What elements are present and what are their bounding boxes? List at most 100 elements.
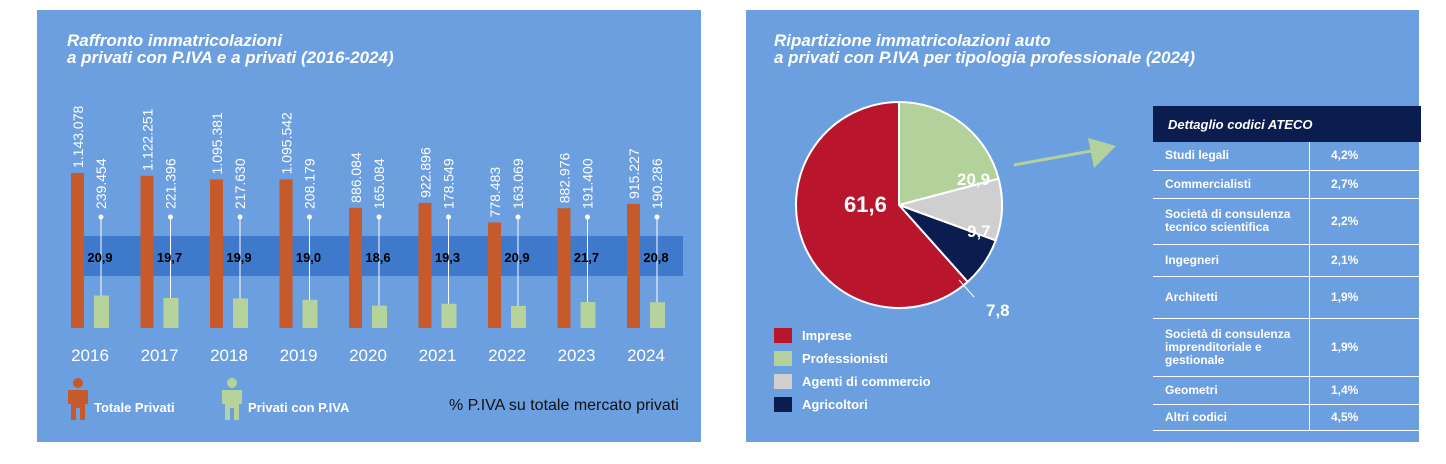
bar-privati-piva xyxy=(441,303,457,328)
bar-chart: 1.143.078 239.454 20,9 2016 1.122.251 221.396… xyxy=(68,106,683,420)
label-totale-privati: 778.483 xyxy=(487,167,503,218)
label-totale-privati: 882.976 xyxy=(557,152,573,203)
label-privati-piva: 191.400 xyxy=(580,158,596,209)
label-privati-piva: 178.549 xyxy=(441,158,457,209)
table-row: Altri codici 4,5% xyxy=(1153,404,1421,431)
percentage-band xyxy=(81,236,683,276)
legend-swatch xyxy=(774,374,792,389)
percentage-note: % P.IVA su totale mercato privati xyxy=(449,397,679,414)
bar-totale-privati xyxy=(488,222,501,328)
ateco-name: Commercialisti xyxy=(1153,170,1310,199)
legend-label: Agenti di commercio xyxy=(802,374,931,389)
label-totale-privati: 1.122.251 xyxy=(140,108,156,170)
legend-swatch xyxy=(774,328,792,343)
ateco-name: Società di consulenza tecnico scientific… xyxy=(1153,198,1310,245)
label-privati-piva: 165.084 xyxy=(371,158,387,209)
connector-dot xyxy=(98,214,104,220)
pie-chart: 61,6 20,9 9,7 7,8 xyxy=(795,100,1116,320)
pie-legend-item: Agricoltori xyxy=(774,393,931,416)
ateco-value: 2,1% xyxy=(1309,244,1421,277)
ateco-table: Dettaglio codici ATECO Studi legali 4,2% C… xyxy=(1153,106,1421,431)
bar-privati-piva xyxy=(372,305,387,328)
connector-dot xyxy=(446,214,451,220)
legend-label: Agricoltori xyxy=(802,397,868,412)
label-totale-privati: 915.227 xyxy=(626,148,642,199)
ateco-name: Studi legali xyxy=(1153,142,1310,171)
connector-dot xyxy=(237,214,243,220)
table-row: Architetti 1,9% xyxy=(1153,276,1421,319)
ateco-value: 1,9% xyxy=(1309,318,1421,377)
connector-dot xyxy=(168,214,173,220)
ateco-value: 4,2% xyxy=(1309,142,1421,171)
ateco-name: Altri codici xyxy=(1153,404,1310,431)
ateco-table-header: Dettaglio codici ATECO xyxy=(1153,106,1421,142)
legend-swatch xyxy=(774,397,792,412)
x-tick-label: 2024 xyxy=(627,346,665,365)
connector-dot xyxy=(307,214,312,220)
legend-privati-piva: Privati con P.IVA xyxy=(248,400,350,415)
label-percentage: 18,6 xyxy=(365,250,390,265)
arrow-icon xyxy=(1013,149,1092,167)
pie-label: 20,9 xyxy=(957,170,990,189)
label-percentage: 20,8 xyxy=(643,250,668,265)
pie-label: 9,7 xyxy=(967,222,991,241)
label-totale-privati: 1.095.542 xyxy=(279,112,295,174)
ateco-value: 2,7% xyxy=(1309,170,1421,199)
connector-dot xyxy=(515,214,521,220)
person-icon xyxy=(68,378,88,420)
label-privati-piva: 208.179 xyxy=(302,158,318,209)
bar-totale-privati xyxy=(210,179,223,328)
pie-label: 61,6 xyxy=(844,192,887,217)
label-privati-piva: 221.396 xyxy=(163,158,179,209)
x-tick-label: 2017 xyxy=(141,346,179,365)
pie-legend: Imprese Professionisti Agenti di commercio… xyxy=(774,324,931,416)
legend-label: Professionisti xyxy=(802,351,888,366)
label-percentage: 20,9 xyxy=(87,250,112,265)
pie-chart-panel: Ripartizione immatricolazioni auto a pri… xyxy=(746,10,1421,442)
pie-slice xyxy=(795,100,970,309)
ateco-name: Geometri xyxy=(1153,376,1310,405)
bar-totale-privati xyxy=(627,203,640,328)
pie-legend-item: Professionisti xyxy=(774,347,931,370)
label-privati-piva: 163.069 xyxy=(510,158,526,209)
table-row: Commercialisti 2,7% xyxy=(1153,170,1421,199)
label-privati-piva: 239.454 xyxy=(93,158,109,209)
bar-privati-piva xyxy=(511,305,526,328)
bar-privati-piva xyxy=(163,297,179,328)
label-totale-privati: 886.084 xyxy=(348,152,364,203)
bar-privati-piva xyxy=(94,295,109,328)
legend-totale-privati: Totale Privati xyxy=(94,400,175,415)
label-totale-privati: 922.896 xyxy=(418,147,434,198)
label-percentage: 19,0 xyxy=(296,250,321,265)
pie-chart-title: Ripartizione immatricolazioni auto a pri… xyxy=(774,31,1196,67)
label-privati-piva: 190.286 xyxy=(649,158,665,209)
person-icon xyxy=(222,378,242,420)
bar-totale-privati xyxy=(140,175,154,328)
legend-label: Imprese xyxy=(802,328,852,343)
ateco-name: Architetti xyxy=(1153,276,1310,319)
label-privati-piva: 217.630 xyxy=(232,158,248,209)
label-percentage: 21,7 xyxy=(574,250,599,265)
ateco-value: 1,9% xyxy=(1309,276,1421,319)
bar-totale-privati xyxy=(349,207,362,328)
bar-chart-title: Raffronto immatricolazioni a privati con… xyxy=(67,31,394,67)
x-tick-label: 2022 xyxy=(488,346,526,365)
bar-privati-piva xyxy=(650,302,665,328)
label-totale-privati: 1.143.078 xyxy=(70,106,86,168)
label-percentage: 19,3 xyxy=(435,250,460,265)
label-totale-privati: 1.095.381 xyxy=(209,112,225,174)
x-tick-label: 2023 xyxy=(558,346,596,365)
table-row: Società di consulenza tecnico scientific… xyxy=(1153,198,1421,245)
bar-privati-piva xyxy=(233,298,248,328)
bar-totale-privati xyxy=(418,202,432,328)
x-tick-label: 2018 xyxy=(210,346,248,365)
table-row: Ingegneri 2,1% xyxy=(1153,244,1421,277)
connector-dot xyxy=(376,214,382,220)
label-percentage: 19,9 xyxy=(226,250,251,265)
label-percentage: 19,7 xyxy=(157,250,182,265)
pie-legend-item: Imprese xyxy=(774,324,931,347)
ateco-name: Società di consulenza imprenditoriale e … xyxy=(1153,318,1310,377)
pie-legend-item: Agenti di commercio xyxy=(774,370,931,393)
bar-totale-privati xyxy=(279,179,293,328)
pie-leader-line xyxy=(958,279,975,298)
